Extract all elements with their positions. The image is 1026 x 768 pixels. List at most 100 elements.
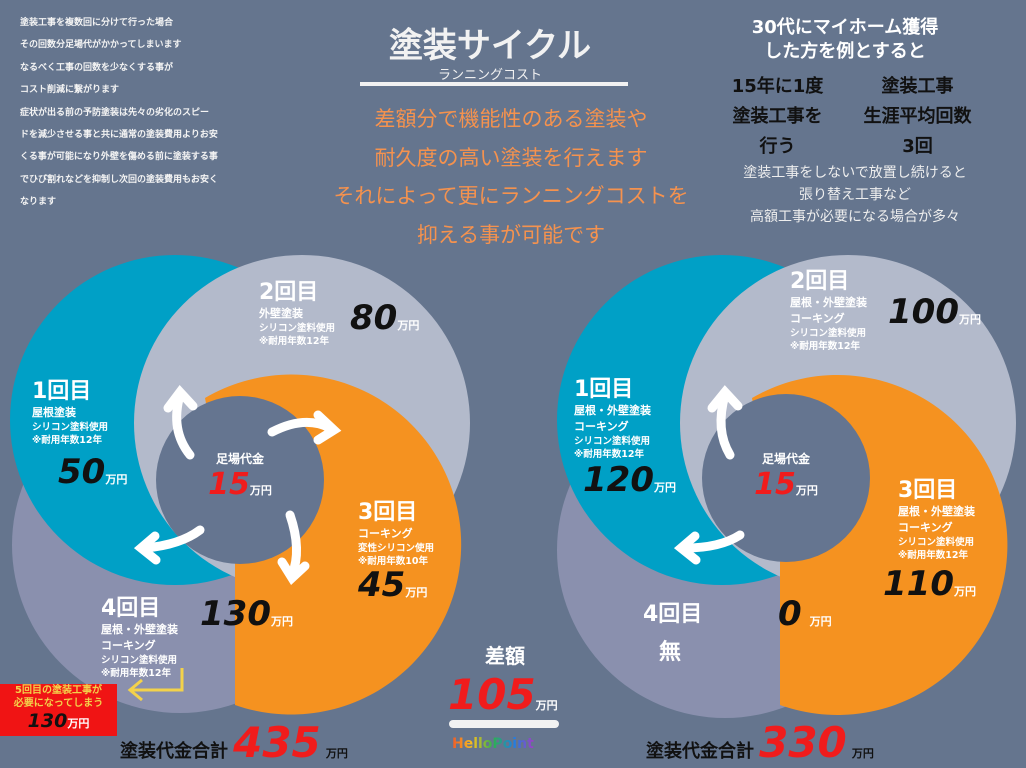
left-step-4: 4回目 屋根・外壁塗装 コーキング シリコン塗料使用 ※耐用年数12年	[101, 590, 178, 680]
hellopoint-logo: HelloPoint	[452, 736, 534, 752]
warning-arrow-icon	[127, 668, 184, 702]
unit: 万円	[67, 717, 90, 730]
center-circle	[702, 394, 870, 562]
unit: 万円	[851, 747, 874, 760]
step-durability: ※耐用年数12年	[32, 435, 102, 446]
step-material: シリコン塗料使用	[790, 328, 867, 339]
warning-note: 塗装工事をしないで放置し続けると 張り替え工事など 高額工事が必要になる場合が多…	[710, 162, 1000, 228]
step-work: コーキング	[790, 312, 845, 325]
left-step-2: 2回目 外壁塗装 シリコン塗料使用 ※耐用年数12年	[259, 274, 335, 348]
note-line: 高額工事が必要になる場合が多々	[750, 209, 960, 225]
intro-line: なります	[20, 197, 57, 208]
right-total: 塗装代金合計 330 万円	[646, 718, 874, 767]
left-step-4-cost: 130万円	[200, 594, 293, 634]
note-line: 張り替え工事など	[799, 187, 911, 203]
left-scaffold-cost: 足場代金 15万円	[190, 450, 290, 502]
step-number: 1回目	[32, 379, 92, 404]
step-number: 3回目	[358, 500, 418, 525]
unit: 万円	[795, 484, 818, 497]
amount: 80	[350, 298, 398, 338]
info-line: 塗装工事を	[732, 106, 823, 127]
info-line: 行う	[759, 136, 796, 157]
right-step-1-cost: 120万円	[583, 460, 676, 500]
amount: 110	[883, 564, 954, 604]
intro-line: でひび割れなどを抑制し次回の塗装費用もお安く	[20, 174, 219, 185]
unit: 万円	[535, 699, 558, 712]
intro-line: コスト削減に繋がります	[20, 85, 120, 96]
intro-line: 塗装工事を複数回に分けて行った場合	[20, 18, 174, 28]
amount: 105	[448, 670, 536, 719]
right-step-3: 3回目 屋根・外壁塗装 コーキング シリコン塗料使用 ※耐用年数12年	[898, 472, 975, 562]
message-line: 抑える事が可能です	[416, 222, 606, 247]
amount: 45	[358, 565, 406, 605]
unit: 万円	[249, 484, 272, 497]
step-material: シリコン塗料使用	[574, 436, 651, 447]
diff-label: 差額	[485, 644, 525, 668]
left-step-1-cost: 50万円	[58, 452, 127, 492]
note-line: 塗装工事をしないで放置し続けると	[743, 165, 967, 181]
warning-line: 5回目の塗装工事が	[15, 685, 102, 696]
step-durability: ※耐用年数12年	[259, 336, 329, 347]
right-step-4: 4回目 無	[643, 596, 702, 666]
intro-line: 症状が出る前の予防塗装は先々の劣化のスピー	[20, 107, 210, 118]
step-material: シリコン塗料使用	[898, 537, 975, 548]
step-work: コーキング	[898, 521, 953, 534]
message-line: 耐久度の高い塗装を行えます	[374, 145, 648, 170]
title-divider	[360, 82, 628, 86]
left-total: 塗装代金合計 435 万円	[120, 718, 348, 767]
amount: 100	[888, 292, 959, 332]
right-step-3-cost: 110万円	[883, 564, 976, 604]
total-amount: 435	[233, 718, 321, 767]
intro-line: なるべく工事の回数を少なくする事が	[20, 62, 174, 73]
right-cycle	[557, 255, 1016, 718]
unit: 万円	[953, 585, 976, 598]
step-material: シリコン塗料使用	[259, 323, 336, 334]
unit: 万円	[325, 747, 348, 760]
right-step-2: 2回目 屋根・外壁塗装 コーキング シリコン塗料使用 ※耐用年数12年	[790, 263, 867, 353]
center-circle	[156, 396, 324, 564]
amount: 120	[583, 460, 654, 500]
unit: 万円	[809, 615, 832, 628]
example-header: 30代にマイホーム獲得 した方を例とすると	[720, 16, 970, 64]
intro-text: 塗装工事を複数回に分けて行った場合 その回数分足場代がかかってしまいます なるべ…	[20, 12, 218, 214]
message-line: それによって更にランニングコストを	[333, 184, 689, 208]
step-work: コーキング	[574, 420, 629, 433]
right-step-4-cost: 0 万円	[778, 594, 832, 634]
left-cycle	[10, 255, 470, 715]
step-work: 屋根・外壁塗装	[898, 505, 975, 518]
amount: 130	[200, 594, 271, 634]
fifth-work-warning: 5回目の塗装工事が 必要になってしまう 130万円	[0, 684, 117, 736]
left-step-2-cost: 80万円	[350, 298, 419, 338]
scaffold-label: 足場代金	[215, 452, 264, 466]
message-line: 差額分で機能性のある塗装や	[374, 107, 648, 131]
step-work: 外壁塗装	[259, 307, 303, 320]
step-material: 変性シリコン使用	[358, 543, 435, 554]
intro-line: くる事が可能になり外壁を傷める前に塗装する事	[20, 152, 218, 163]
right-scaffold-cost: 足場代金 15万円	[736, 450, 836, 502]
amount: 50	[58, 452, 106, 492]
amount: 0	[778, 594, 802, 634]
diff-underline	[449, 720, 559, 728]
intro-line: その回数分足場代がかかってしまいます	[20, 40, 182, 51]
unit: 万円	[105, 473, 128, 486]
right-step-1: 1回目 屋根・外壁塗装 コーキング シリコン塗料使用 ※耐用年数12年	[574, 371, 651, 461]
amount: 130	[27, 710, 68, 732]
unit: 万円	[958, 313, 981, 326]
intro-line: ドを減少させる事と共に通常の塗装費用よりお安	[20, 130, 218, 141]
amount: 15	[754, 467, 796, 502]
step-material: シリコン塗料使用	[101, 655, 178, 666]
step-work: コーキング	[358, 527, 413, 540]
page-subtitle: ランニングコスト	[437, 68, 542, 83]
cycle-arrows-icon	[133, 384, 342, 585]
step-durability: ※耐用年数10年	[358, 556, 428, 567]
step-work: 屋根塗装	[32, 406, 76, 419]
warning-line: 必要になってしまう	[13, 698, 104, 709]
total-label: 塗装代金合計	[120, 741, 228, 762]
unit: 万円	[397, 319, 420, 332]
step-number: 2回目	[259, 280, 319, 305]
step-number: 3回目	[898, 478, 958, 503]
step-durability: ※耐用年数12年	[101, 668, 171, 679]
right-step-2-cost: 100万円	[888, 292, 981, 332]
step-material: シリコン塗料使用	[32, 422, 109, 433]
